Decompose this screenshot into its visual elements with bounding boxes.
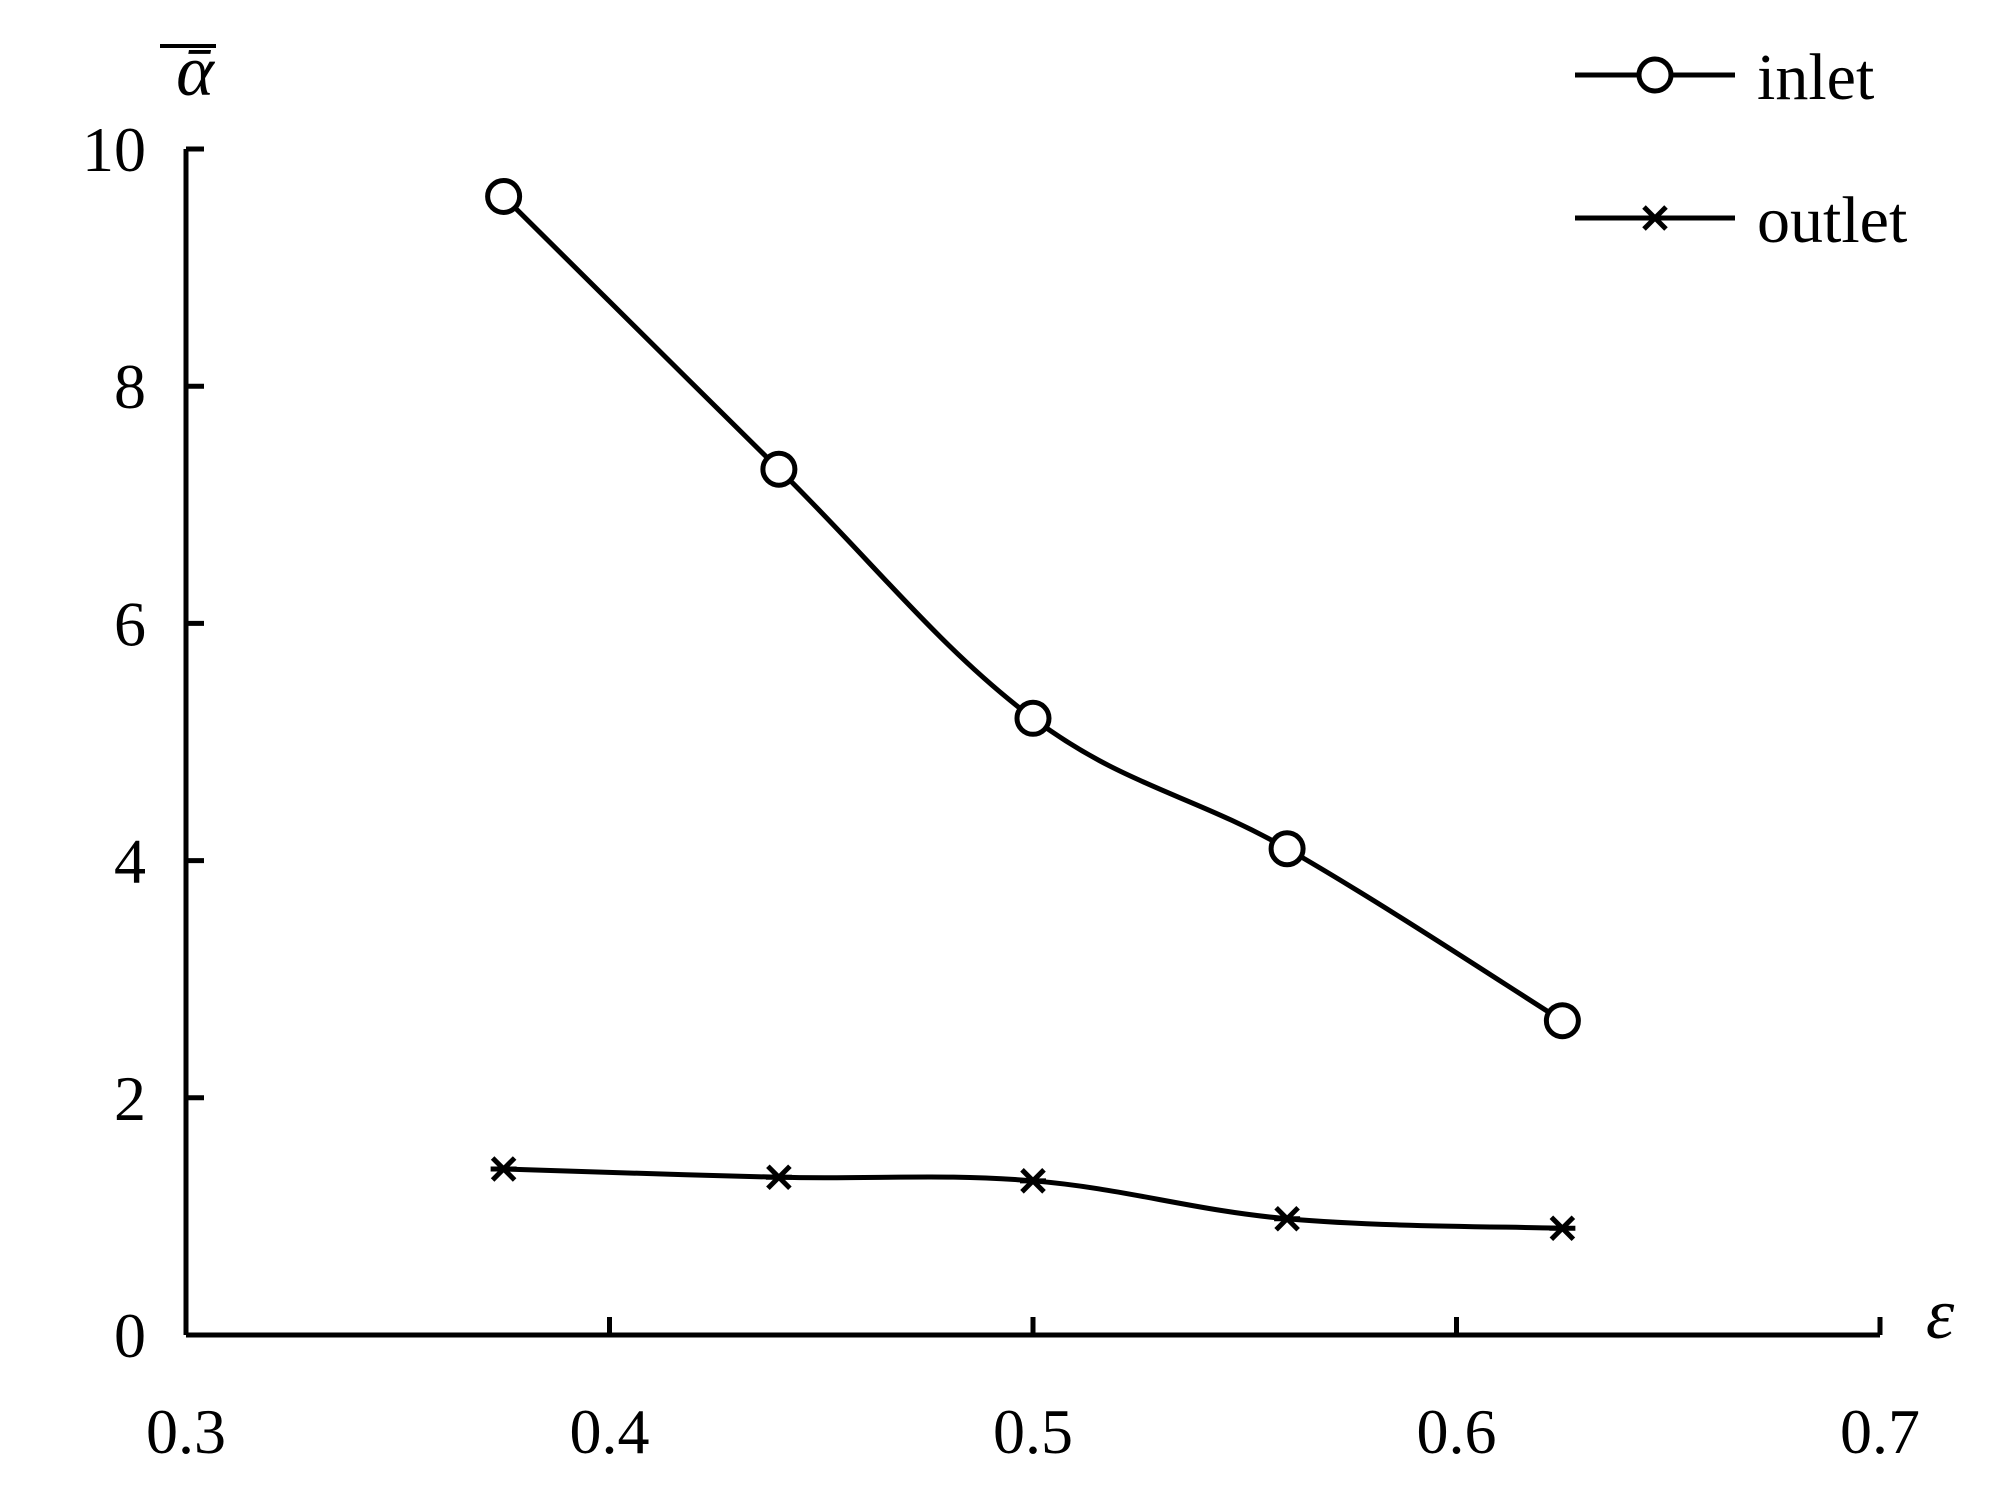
series-layer — [485, 177, 1581, 1242]
y-tick-label: 4 — [114, 826, 146, 897]
data-point-inlet — [760, 450, 798, 488]
y-ticks: 0 2 4 6 8 10 — [82, 114, 204, 1371]
x-tick-label: 0.7 — [1840, 1396, 1920, 1467]
data-point-inlet — [1014, 699, 1052, 737]
y-tick-label: 2 — [114, 1063, 146, 1134]
data-point-outlet — [1549, 1215, 1576, 1242]
y-tick-label: 8 — [114, 351, 146, 422]
x-ticks: 0.3 0.4 0.5 0.6 0.7 — [146, 1317, 1920, 1467]
y-tick-label: 6 — [114, 588, 146, 659]
x-axis-title: ε — [1926, 1274, 1955, 1354]
data-point-outlet — [490, 1156, 517, 1182]
data-point-outlet — [1020, 1168, 1046, 1194]
series-inlet — [485, 177, 1581, 1040]
y-axis-title: ᾱ — [176, 31, 215, 111]
legend-marker — [1642, 205, 1668, 231]
series-line-inlet — [501, 194, 1564, 1023]
x-tick-label: 0.6 — [1417, 1396, 1497, 1467]
axes — [183, 149, 1880, 1338]
x-tick-label: 0.5 — [993, 1396, 1073, 1467]
x-tick-label: 0.3 — [146, 1396, 226, 1467]
legend-item-outlet: outlet — [1575, 184, 1907, 257]
y-tick-label: 0 — [114, 1300, 146, 1371]
data-point-inlet — [1543, 1002, 1581, 1040]
legend-marker — [1636, 56, 1674, 94]
x-tick-label: 0.4 — [570, 1396, 650, 1467]
data-point-outlet — [1274, 1206, 1301, 1232]
legend-label: outlet — [1757, 184, 1907, 257]
data-point-inlet — [485, 177, 523, 215]
legend-label: inlet — [1757, 41, 1874, 114]
data-point-inlet — [1268, 830, 1306, 868]
y-tick-label: 10 — [82, 114, 146, 185]
series-outlet — [490, 1156, 1576, 1242]
data-point-outlet — [765, 1164, 792, 1191]
legend: inlet outlet — [1575, 41, 1907, 257]
legend-item-inlet: inlet — [1575, 41, 1874, 114]
